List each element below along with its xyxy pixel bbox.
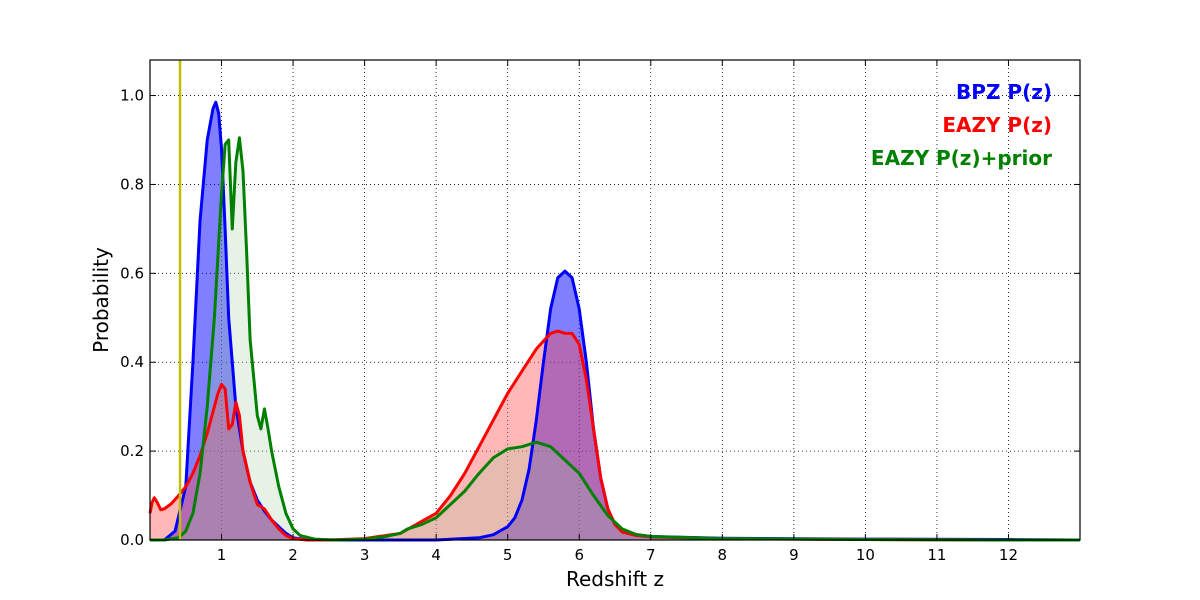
y-axis-label: Probability <box>89 247 113 353</box>
y-tick-label: 0.0 <box>120 531 144 549</box>
y-tick-label: 1.0 <box>120 87 144 105</box>
y-tick-label: 0.2 <box>120 442 144 460</box>
x-tick-label: 8 <box>718 546 728 564</box>
x-tick-label: 12 <box>999 546 1018 564</box>
x-tick-label: 9 <box>789 546 799 564</box>
x-axis-label: Redshift z <box>566 567 664 591</box>
y-tick-label: 0.8 <box>120 175 144 193</box>
legend-entry: EAZY P(z) <box>942 113 1052 137</box>
y-tick-label: 0.4 <box>120 353 144 371</box>
x-tick-label: 5 <box>503 546 513 564</box>
x-tick-label: 4 <box>431 546 441 564</box>
x-tick-label: 3 <box>360 546 370 564</box>
x-tick-label: 11 <box>927 546 946 564</box>
x-tick-label: 1 <box>217 546 227 564</box>
y-tick-label: 0.6 <box>120 264 144 282</box>
x-tick-label: 2 <box>288 546 298 564</box>
x-tick-label: 6 <box>574 546 584 564</box>
legend-entry: BPZ P(z) <box>956 80 1052 104</box>
x-tick-label: 7 <box>646 546 656 564</box>
legend-entry: EAZY P(z)+prior <box>871 146 1052 170</box>
plot-background <box>150 60 1080 540</box>
x-tick-label: 10 <box>856 546 875 564</box>
